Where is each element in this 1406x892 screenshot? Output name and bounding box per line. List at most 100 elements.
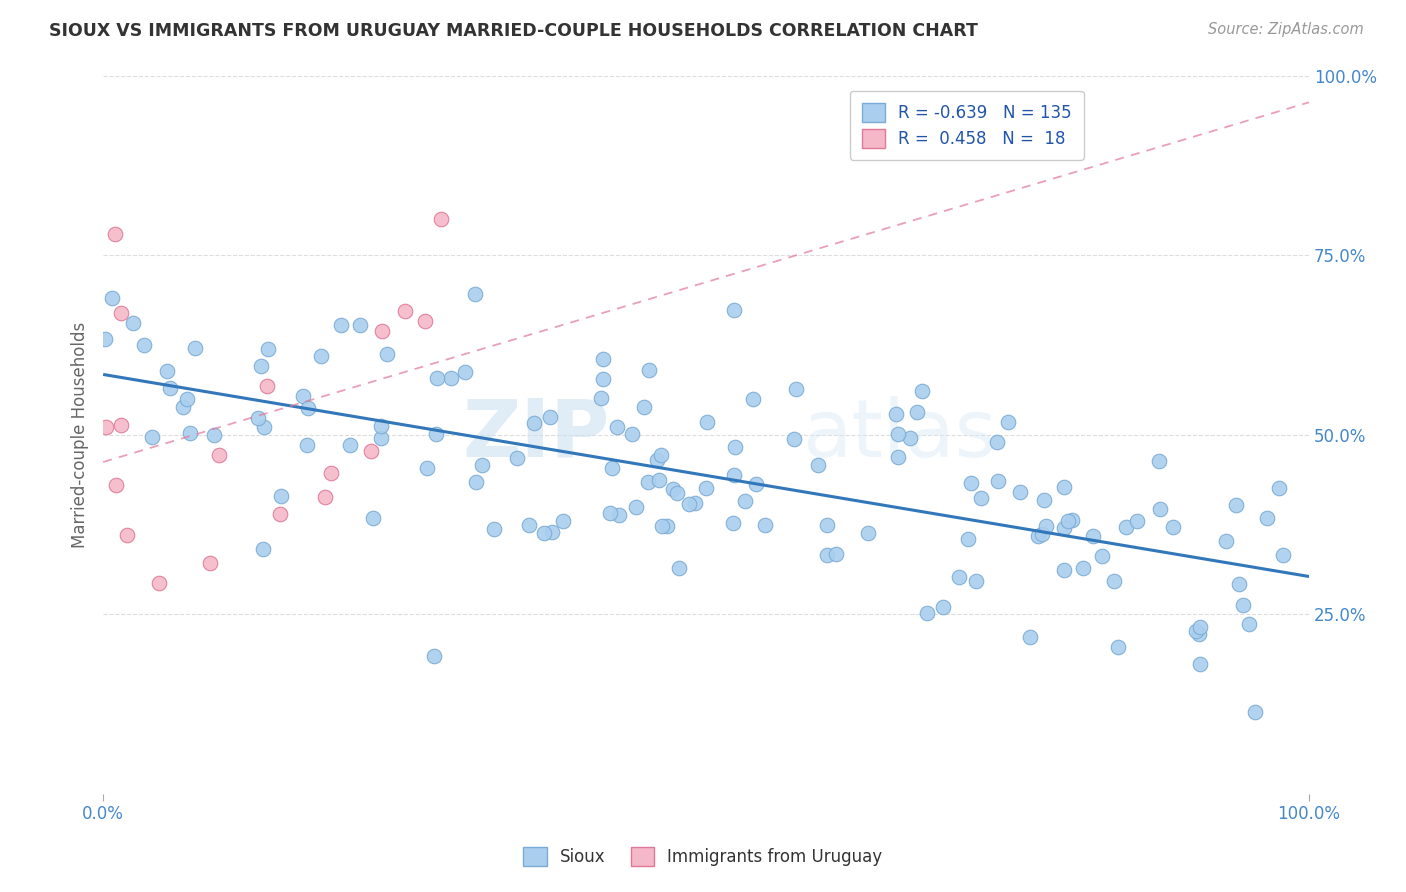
Point xyxy=(683,495,706,509)
Point xyxy=(1057,514,1080,528)
Point xyxy=(1225,498,1247,512)
Point xyxy=(650,448,672,462)
Point xyxy=(785,383,807,397)
Point xyxy=(723,467,745,482)
Point xyxy=(339,438,361,452)
Point xyxy=(1188,627,1211,641)
Point xyxy=(948,570,970,584)
Point xyxy=(1091,549,1114,564)
Point xyxy=(1031,527,1053,541)
Point xyxy=(1053,480,1076,494)
Point xyxy=(1053,563,1076,577)
Point xyxy=(1010,484,1032,499)
Point xyxy=(1147,454,1170,468)
Point xyxy=(592,352,614,367)
Point xyxy=(360,443,382,458)
Point xyxy=(606,420,628,434)
Point xyxy=(607,508,630,523)
Point xyxy=(1244,705,1267,719)
Point xyxy=(506,451,529,466)
Point xyxy=(911,384,934,398)
Point xyxy=(898,431,921,445)
Point xyxy=(1149,501,1171,516)
Point xyxy=(987,474,1010,488)
Point xyxy=(541,524,564,539)
Point xyxy=(657,518,679,533)
Point xyxy=(371,324,394,338)
Point xyxy=(997,415,1019,429)
Y-axis label: Married-couple Households: Married-couple Households xyxy=(72,321,89,548)
Point xyxy=(309,349,332,363)
Point xyxy=(599,506,621,520)
Point xyxy=(959,475,981,490)
Point xyxy=(591,392,613,406)
Point xyxy=(253,419,276,434)
Point xyxy=(1189,657,1212,672)
Point xyxy=(734,494,756,508)
Point xyxy=(297,401,319,415)
Point xyxy=(551,514,574,528)
Point xyxy=(1062,513,1084,527)
Point xyxy=(645,453,668,467)
Legend: Sioux, Immigrants from Uruguay: Sioux, Immigrants from Uruguay xyxy=(515,838,891,875)
Point xyxy=(668,560,690,574)
Point xyxy=(430,212,453,227)
Point xyxy=(678,497,700,511)
Point xyxy=(1232,599,1254,613)
Point xyxy=(1083,529,1105,543)
Point xyxy=(416,461,439,475)
Point xyxy=(256,378,278,392)
Point xyxy=(1026,529,1049,543)
Point xyxy=(1185,624,1208,638)
Point xyxy=(202,428,225,442)
Point xyxy=(633,400,655,414)
Point xyxy=(886,427,908,442)
Point xyxy=(208,449,231,463)
Point xyxy=(349,318,371,333)
Point xyxy=(517,517,540,532)
Point xyxy=(1115,520,1137,534)
Point xyxy=(464,287,486,301)
Point xyxy=(1052,521,1074,535)
Point xyxy=(110,418,132,433)
Point xyxy=(957,532,980,546)
Point xyxy=(413,313,436,327)
Point xyxy=(1019,630,1042,644)
Point xyxy=(915,606,938,620)
Point xyxy=(439,371,461,385)
Point xyxy=(423,648,446,663)
Legend: R = -0.639   N = 135, R =  0.458   N =  18: R = -0.639 N = 135, R = 0.458 N = 18 xyxy=(851,91,1084,160)
Point xyxy=(250,359,273,373)
Point xyxy=(270,489,292,503)
Point xyxy=(291,389,314,403)
Point xyxy=(464,475,486,490)
Point xyxy=(132,338,155,352)
Point xyxy=(724,440,747,454)
Point xyxy=(695,481,717,495)
Point xyxy=(426,371,449,385)
Point xyxy=(965,574,987,589)
Point xyxy=(1125,514,1147,528)
Point xyxy=(620,427,643,442)
Point xyxy=(1161,520,1184,534)
Point xyxy=(295,438,318,452)
Point xyxy=(884,407,907,421)
Point xyxy=(1188,620,1211,634)
Point xyxy=(815,548,838,562)
Point xyxy=(931,599,953,614)
Point xyxy=(179,426,201,441)
Point xyxy=(624,500,647,514)
Point xyxy=(94,420,117,434)
Point xyxy=(110,305,132,319)
Point xyxy=(104,227,127,241)
Point xyxy=(602,460,624,475)
Point xyxy=(141,430,163,444)
Point xyxy=(638,363,661,377)
Point xyxy=(1215,533,1237,548)
Point xyxy=(172,400,194,414)
Point xyxy=(100,291,122,305)
Point xyxy=(484,522,506,536)
Point xyxy=(1102,574,1125,589)
Text: SIOUX VS IMMIGRANTS FROM URUGUAY MARRIED-COUPLE HOUSEHOLDS CORRELATION CHART: SIOUX VS IMMIGRANTS FROM URUGUAY MARRIED… xyxy=(49,22,979,40)
Point xyxy=(533,525,555,540)
